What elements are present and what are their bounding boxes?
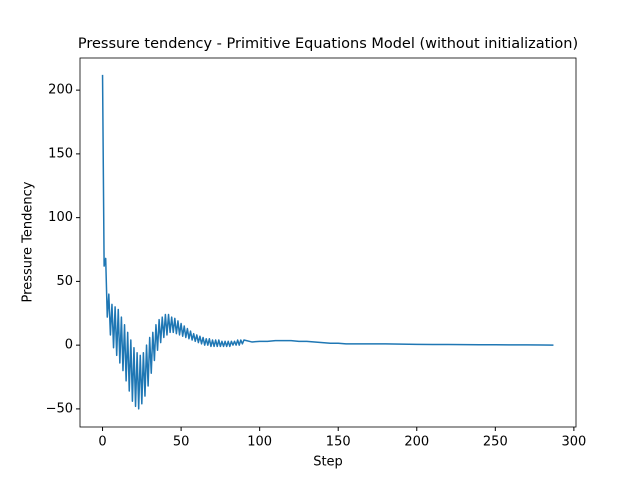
y-axis-label: Pressure Tendency (21, 181, 36, 302)
y-tick-label: 200 (48, 83, 73, 98)
line-series (101, 74, 554, 410)
y-tick-label: 150 (48, 146, 73, 161)
x-axis-label: Step (313, 455, 343, 470)
plot-frame (79, 57, 577, 428)
x-tick-label: 300 (561, 435, 586, 450)
chart-title: Pressure tendency - Primitive Equations … (78, 36, 578, 52)
y-tick-label: −50 (46, 401, 73, 416)
y-tick-label: 50 (56, 274, 73, 289)
y-tick-label: 100 (48, 210, 73, 225)
x-tick-label: 200 (404, 435, 429, 450)
x-tick-label: 150 (326, 435, 351, 450)
x-tick-label: 250 (483, 435, 508, 450)
x-tick-label: 50 (173, 435, 190, 450)
y-tick-label: 0 (65, 338, 73, 353)
x-tick-label: 100 (247, 435, 272, 450)
x-tick-label: 0 (98, 435, 106, 450)
